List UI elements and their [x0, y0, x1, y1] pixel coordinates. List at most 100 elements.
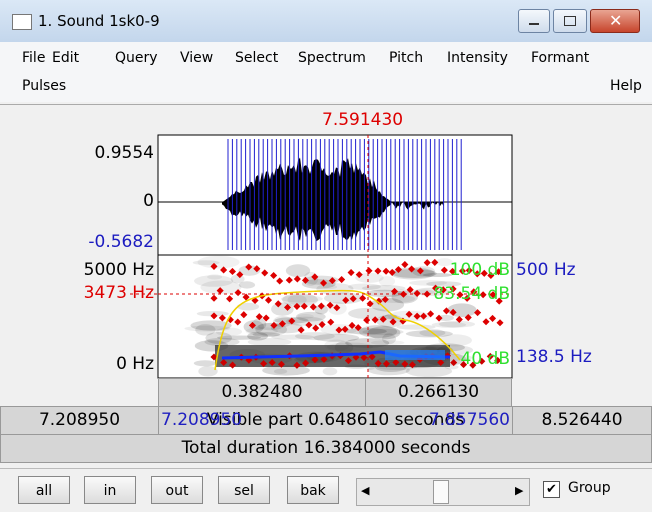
spectrogram-energy: [303, 275, 340, 285]
formant-dot: [449, 267, 457, 275]
formant-dot: [495, 297, 503, 305]
formant-dot: [260, 360, 268, 368]
formant-dot: [270, 271, 278, 280]
maximize-button[interactable]: [553, 9, 587, 33]
spectrogram-energy: [438, 334, 472, 347]
menu-item[interactable]: Help: [610, 78, 642, 94]
menu-item[interactable]: File: [22, 50, 46, 66]
window-start[interactable]: 7.208950: [0, 406, 159, 435]
formant-dot: [216, 287, 224, 295]
formant-dot: [297, 326, 305, 334]
spectrogram-energy: [348, 307, 390, 320]
formant-dot: [210, 262, 218, 270]
formant-dot: [253, 265, 261, 273]
spectrogram-energy: [405, 330, 453, 338]
formant-dot: [388, 268, 396, 276]
close-button[interactable]: ✕: [590, 9, 640, 33]
formant-dot: [465, 266, 473, 274]
spectrogram-energy: [382, 333, 397, 345]
formant-dot: [268, 358, 276, 367]
menu-item[interactable]: Intensity: [447, 50, 508, 66]
button[interactable]: bak: [287, 476, 339, 504]
formant-dot: [347, 269, 355, 277]
menu-item[interactable]: Spectrum: [298, 50, 366, 66]
formant-dot: [354, 324, 362, 332]
formant-dot: [311, 273, 319, 281]
menu-item[interactable]: Pitch: [389, 50, 424, 66]
formant-dot: [240, 311, 248, 319]
button[interactable]: in: [84, 476, 136, 504]
spectrogram-energy: [436, 258, 453, 267]
formant-dot: [449, 308, 457, 316]
button[interactable]: all: [18, 476, 70, 504]
menu-item[interactable]: View: [180, 50, 214, 66]
segment-left[interactable]: 0.382480: [158, 378, 366, 407]
group-checkbox[interactable]: ✔: [543, 481, 560, 498]
waveform-max: 0.9554: [94, 143, 154, 163]
formant-dot: [420, 312, 428, 320]
formant-dot: [301, 276, 310, 284]
menu-item[interactable]: Edit: [52, 50, 80, 66]
formant-dot: [365, 267, 373, 275]
formant-dot: [374, 359, 382, 367]
formant-dot: [479, 291, 487, 299]
formant-dot: [293, 361, 301, 369]
formant-dot: [463, 294, 471, 302]
formant-dot: [494, 268, 503, 276]
formant-dot: [242, 293, 250, 301]
formant-dot: [408, 361, 416, 369]
formant-dot: [399, 290, 407, 298]
formant-dot: [302, 359, 310, 367]
formant-dot: [440, 266, 448, 274]
window-end[interactable]: 8.526440: [512, 406, 652, 435]
spectrogram-energy: [285, 264, 311, 278]
menu-item[interactable]: Query: [115, 50, 158, 66]
spectrogram-energy: [355, 272, 384, 283]
segment-right[interactable]: 0.266130: [365, 378, 512, 407]
scrollbar[interactable]: ◀ ▶: [356, 478, 530, 506]
scroll-thumb[interactable]: [433, 480, 449, 504]
formant-dot: [489, 314, 497, 322]
formant-dot: [293, 275, 301, 283]
minimize-button[interactable]: [518, 9, 550, 33]
visible-part[interactable]: Visible part 0.648610 seconds 7.208950 7.8…: [158, 406, 513, 435]
spectrogram-energy: [190, 320, 232, 331]
button[interactable]: out: [151, 476, 203, 504]
menu-item[interactable]: Select: [235, 50, 279, 66]
formant-dot: [487, 271, 495, 279]
spectrogram-energy: [195, 324, 216, 336]
spectrogram-energy: [285, 316, 325, 326]
formant-dot: [389, 318, 397, 326]
formant-dot: [494, 356, 502, 364]
spectrogram-energy: [367, 364, 410, 376]
spectrogram-energy: [431, 321, 467, 328]
spectrogram-energy: [313, 333, 360, 342]
menu-item[interactable]: Formant: [531, 50, 590, 66]
formant-dot: [311, 356, 319, 364]
scroll-right[interactable]: ▶: [515, 484, 524, 497]
formant-dot: [264, 296, 273, 304]
formant-dot: [455, 315, 463, 323]
button[interactable]: sel: [218, 476, 270, 504]
group-label: Group: [568, 480, 611, 496]
spectrogram-energy: [194, 275, 234, 287]
freq-top: 5000 Hz: [83, 260, 154, 280]
formant-dot: [431, 258, 439, 266]
scroll-left[interactable]: ◀: [361, 484, 370, 497]
intensity-curve: [214, 289, 461, 371]
formant-dot: [413, 289, 421, 297]
formant-dot: [368, 353, 376, 361]
formant-dot: [401, 261, 409, 269]
cursor-time: 7.591430: [322, 110, 404, 130]
formant-dot: [473, 270, 481, 278]
menu-item[interactable]: Pulses: [22, 78, 67, 94]
formant-dot: [405, 310, 413, 318]
formant-dot: [210, 294, 218, 302]
formant-dot: [236, 271, 244, 279]
total-duration[interactable]: Total duration 16.384000 seconds: [0, 434, 652, 463]
formant-dot: [408, 265, 416, 273]
spectrogram-energy: [411, 266, 436, 277]
formant-dot: [432, 284, 440, 292]
spectrogram-energy: [192, 260, 220, 266]
